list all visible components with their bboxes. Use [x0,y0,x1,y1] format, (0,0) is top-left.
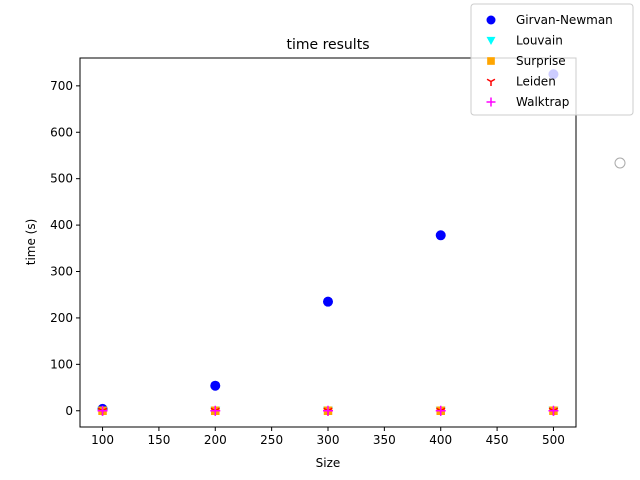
data-point-girvan-newman-shape [435,230,446,241]
y-tick-label: 100 [50,357,73,371]
legend-label-walktrap: Walktrap [516,95,569,109]
legend-marker-louvain-shape [486,36,496,45]
y-axis-label: time (s) [24,219,38,266]
legend-label-girvan-newman: Girvan-Newman [516,13,613,27]
data-point-walktrap [323,405,333,416]
data-point-walktrap [210,405,221,416]
x-axis: 100 150 200 250 300 350 400 450 500 [91,427,565,447]
legend-marker-louvain [486,36,496,45]
data-point-girvan-newman [435,230,446,241]
data-point-girvan-newman [210,380,221,391]
x-tick-label: 250 [260,433,283,447]
data-point-walktrap-shape [435,405,446,416]
legend-marker-walktrap [486,97,496,107]
x-tick-label: 400 [429,433,452,447]
y-tick-label: 500 [50,172,73,186]
x-tick-label: 200 [204,433,227,447]
y-tick-label: 700 [50,79,73,93]
plot-area [97,69,559,416]
legend-marker-leiden-shape [486,78,496,86]
x-axis-label: Size [316,456,341,470]
legend-label-louvain: Louvain [516,34,563,48]
y-tick-label: 400 [50,218,73,232]
y-axis: 0 100 200 300 400 500 600 700 [50,79,80,418]
legend: Girvan-Newman Louvain Surprise Leiden Walktr… [470,3,634,116]
legend-label-surprise: Surprise [516,54,566,68]
legend-marker-leiden [486,78,496,86]
data-point-walktrap [435,405,446,416]
data-point-girvan-newman-shape [323,296,333,307]
x-tick-label: 350 [373,433,396,447]
plot-frame [79,57,577,428]
data-point-walktrap [97,405,108,416]
x-tick-label: 100 [91,433,114,447]
x-tick-label: 450 [486,433,509,447]
data-point-walktrap-shape [323,405,333,416]
data-point-walktrap-shape [548,405,559,416]
legend-box [470,3,634,116]
y-tick-label: 600 [50,125,73,139]
legend-marker-surprise [487,57,495,65]
legend-marker-surprise-shape [487,57,495,65]
x-tick-label: 500 [542,433,565,447]
legend-marker-girvan-newman [486,15,496,25]
legend-marker-walktrap-shape [486,97,496,107]
data-point-walktrap-shape [97,405,108,416]
legend-marker-girvan-newman-shape [486,15,496,25]
y-tick-label: 300 [50,265,73,279]
y-tick-label: 200 [50,311,73,325]
y-tick-label: 0 [65,404,73,418]
x-tick-label: 150 [147,433,170,447]
x-tick-label: 300 [317,433,340,447]
data-point-walktrap-shape [210,405,221,416]
data-point-girvan-newman [323,296,333,307]
chart-title: time results [287,37,370,53]
data-point-girvan-newman-shape [210,380,221,391]
data-point-walktrap [548,405,559,416]
stray-circle-marker [614,157,626,169]
legend-label-leiden: Leiden [516,75,556,89]
